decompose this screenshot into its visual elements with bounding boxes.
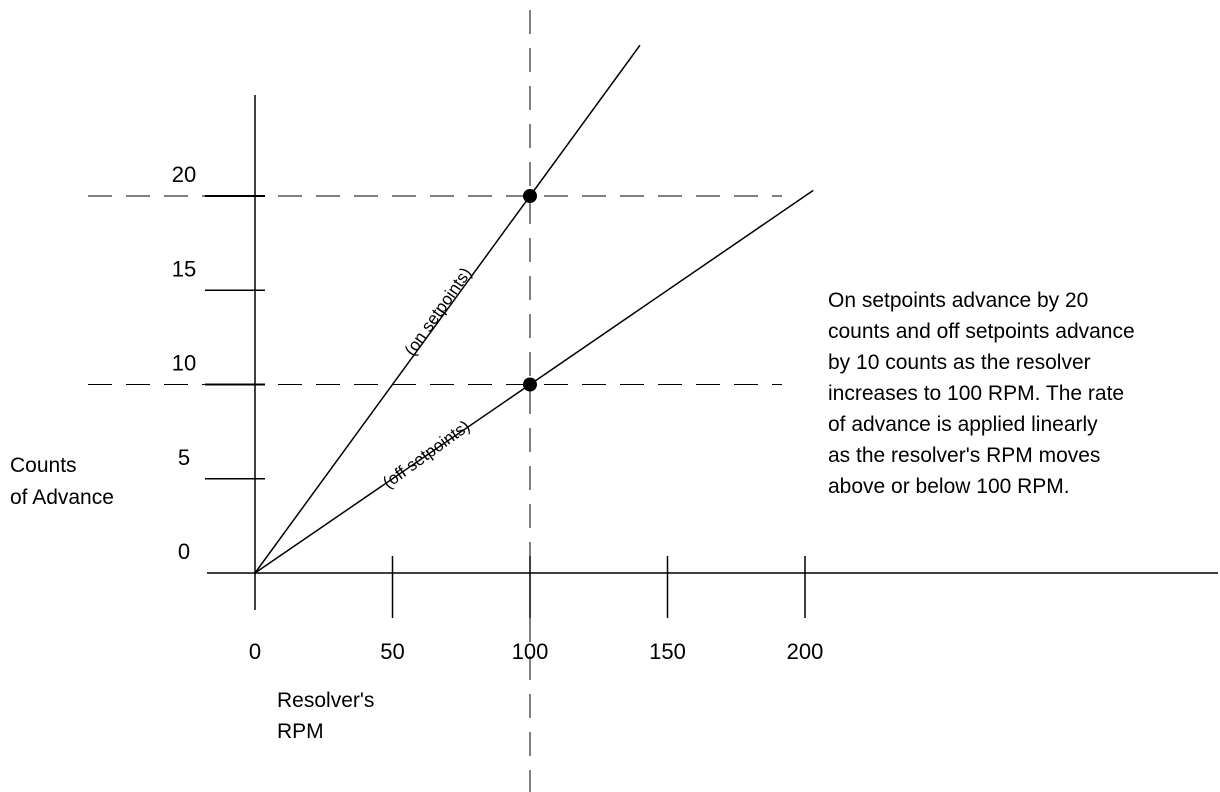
x-axis-title-line-1: Resolver's xyxy=(277,689,374,712)
annotation-line: of advance is applied linearly xyxy=(828,413,1098,436)
annotation-line: counts and off setpoints advance xyxy=(828,320,1135,343)
series-label-off-setpoints: (off setpoints) xyxy=(379,417,473,493)
annotation-line: On setpoints advance by 20 xyxy=(828,289,1088,312)
y-tick-label: 10 xyxy=(172,351,196,376)
y-axis-title-line-2: of Advance xyxy=(10,486,114,509)
y-tick-label: 0 xyxy=(178,539,190,564)
y-tick-label: 20 xyxy=(172,162,196,187)
x-tick-label: 100 xyxy=(512,639,549,664)
x-tick-label: 150 xyxy=(649,639,686,664)
x-tick-label: 0 xyxy=(249,639,261,664)
y-tick-label: 5 xyxy=(178,445,190,470)
annotation-line: above or below 100 RPM. xyxy=(828,475,1070,498)
annotation-text: On setpoints advance by 20 counts and of… xyxy=(828,289,1135,498)
series-lines xyxy=(254,44,814,574)
x-axis-title-line-2: RPM xyxy=(277,720,324,743)
annotation-line: by 10 counts as the resolver xyxy=(828,351,1091,374)
axes xyxy=(205,95,1218,618)
x-tick-label: 200 xyxy=(787,639,824,664)
annotation-line: as the resolver's RPM moves xyxy=(828,444,1100,467)
y-tick-label: 15 xyxy=(172,256,196,281)
data-point-marker xyxy=(523,377,537,392)
reference-lines xyxy=(88,10,782,792)
data-point-marker xyxy=(523,189,537,203)
y-axis-title-line-1: Counts xyxy=(10,454,77,477)
annotation-line: increases to 100 RPM. The rate xyxy=(828,382,1124,405)
series-label-on-setpoints: (on setpoints) xyxy=(401,264,476,359)
data-markers xyxy=(523,189,537,392)
x-tick-label: 50 xyxy=(380,639,404,664)
tick-labels: 0 50 100 150 200 0 5 10 15 20 xyxy=(172,162,824,664)
